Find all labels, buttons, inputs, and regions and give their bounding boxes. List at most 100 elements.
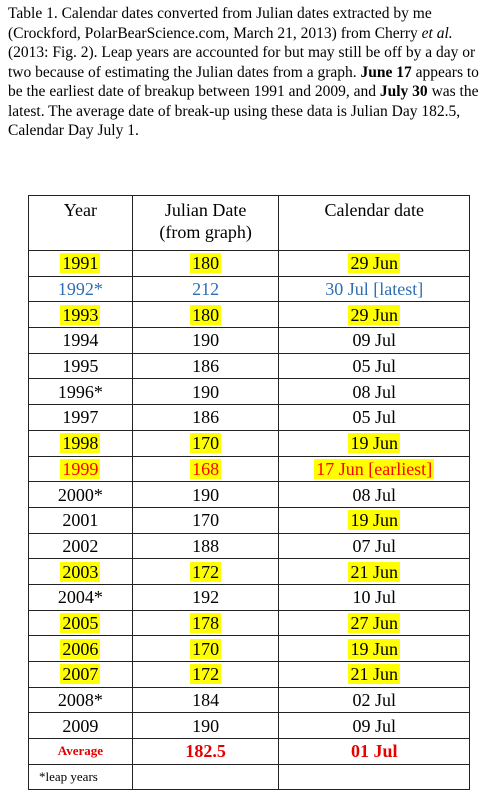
header-calendar: Calendar date (278, 195, 470, 251)
header-row: Year Julian Date (from graph) Calendar da… (28, 195, 470, 251)
calendar-cell: 09 Jul (278, 327, 470, 354)
calendar-cell-text: 05 Jul (352, 356, 396, 377)
calendar-cell-text: 19 Jun (348, 433, 400, 454)
year-cell-text: 2006 (60, 638, 101, 659)
calendar-cell-text: 27 Jun (348, 612, 400, 633)
year-cell: 2003 (28, 558, 133, 585)
julian-cell-text: 190 (192, 715, 220, 736)
julian-cell-text: 186 (192, 407, 220, 428)
year-cell: 2000* (28, 481, 133, 508)
julian-cell: 186 (131, 404, 280, 431)
year-cell-text: 2002 (62, 535, 99, 556)
calendar-cell: 19 Jun (278, 429, 470, 457)
table-row: 2009 190 09 Jul (28, 712, 470, 740)
calendar-cell-text: 08 Jul (352, 484, 396, 505)
footnote: *leap years (28, 763, 133, 791)
julian-cell: 186 (131, 352, 280, 380)
calendar-cell-text: 09 Jul (352, 715, 396, 736)
year-cell: 1995 (28, 352, 133, 380)
table-row: 2002 188 07 Jul (28, 532, 470, 560)
julian-cell: 168 (131, 455, 280, 483)
calendar-cell-text: 21 Jun (348, 561, 400, 582)
calendar-cell: 02 Jul (278, 686, 470, 714)
year-cell: 2009 (28, 712, 133, 740)
year-cell: 2001 (28, 506, 133, 534)
year-cell-text: 1995 (62, 356, 99, 377)
year-cell: 2006 (28, 635, 133, 662)
year-cell-text: 2004* (57, 587, 103, 608)
table-row: 1996* 190 08 Jul (28, 378, 470, 406)
footnote-empty-1 (131, 763, 280, 791)
calendar-cell-text: 29 Jun (348, 304, 400, 325)
julian-cell: 180 (131, 250, 280, 277)
calendar-cell-text: 17 Jun [earliest] (314, 458, 435, 479)
calendar-cell: 10 Jul (278, 583, 470, 611)
year-cell-text: 1992* (57, 279, 103, 300)
julian-cell-text: 184 (192, 690, 220, 711)
calendar-cell: 29 Jun (278, 301, 470, 329)
average-row: Average 182.5 01 Jul (28, 738, 470, 765)
calendar-cell: 05 Jul (278, 404, 470, 431)
year-cell-text: 1997 (62, 407, 99, 428)
julian-cell: 190 (131, 327, 280, 354)
julian-cell-text: 168 (190, 458, 222, 479)
calendar-cell-text: 21 Jun (348, 664, 400, 685)
calendar-cell: 19 Jun (278, 506, 470, 534)
julian-cell-text: 190 (192, 484, 220, 505)
table-row: 2004* 192 10 Jul (28, 583, 470, 611)
julian-cell: 190 (131, 378, 280, 406)
calendar-cell: 09 Jul (278, 712, 470, 740)
calendar-cell: 05 Jul (278, 352, 470, 380)
table-row: 1992* 212 30 Jul [latest] (28, 275, 470, 303)
year-cell-text: 2009 (62, 715, 99, 736)
calendar-cell: 27 Jun (278, 609, 470, 637)
header-year: Year (28, 195, 133, 251)
julian-cell-text: 170 (190, 433, 222, 454)
calendar-cell-text: 09 Jul (352, 330, 396, 351)
calendar-cell: 29 Jun (278, 250, 470, 277)
year-cell-text: 1996* (57, 381, 103, 402)
footnote-empty-2 (278, 763, 470, 791)
julian-cell: 190 (131, 712, 280, 740)
average-label: Average (28, 738, 133, 765)
year-cell: 1999 (28, 455, 133, 483)
year-cell-text: 2005 (60, 612, 101, 633)
table-row: 1998 170 19 Jun (28, 429, 470, 457)
julian-cell-text: 180 (190, 304, 222, 325)
table-row: 1997 186 05 Jul (28, 404, 470, 431)
julian-cell-text: 212 (192, 279, 220, 300)
calendar-cell-text: 05 Jul (352, 407, 396, 428)
year-cell: 1996* (28, 378, 133, 406)
calendar-cell: 21 Jun (278, 661, 470, 688)
table-row: 1999 168 17 Jun [earliest] (28, 455, 470, 483)
julian-cell-text: 170 (192, 510, 220, 531)
julian-cell-text: 178 (190, 612, 222, 633)
header-julian-text: Julian Date (from graph) (159, 200, 252, 242)
table-row: 1993 180 29 Jun (28, 301, 470, 329)
year-cell-text: 2008* (57, 690, 103, 711)
julian-cell: 184 (131, 686, 280, 714)
calendar-cell-text: 10 Jul (352, 587, 396, 608)
year-cell: 1994 (28, 327, 133, 354)
year-cell: 1992* (28, 275, 133, 303)
calendar-cell: 30 Jul [latest] (278, 275, 470, 303)
calendar-cell: 08 Jul (278, 481, 470, 508)
year-cell-text: 1994 (62, 330, 99, 351)
year-cell: 1991 (28, 250, 133, 277)
calendar-cell-text: 08 Jul (352, 381, 396, 402)
year-cell-text: 1999 (60, 458, 101, 479)
calendar-cell: 08 Jul (278, 378, 470, 406)
julian-cell: 178 (131, 609, 280, 637)
year-cell: 1993 (28, 301, 133, 329)
julian-cell-text: 180 (190, 253, 222, 274)
julian-cell: 190 (131, 481, 280, 508)
julian-cell: 212 (131, 275, 280, 303)
calendar-cell-text: 29 Jun (348, 253, 400, 274)
average-calendar: 01 Jul (278, 738, 470, 765)
table-row: 1994 190 09 Jul (28, 327, 470, 354)
julian-cell: 172 (131, 661, 280, 688)
julian-cell: 180 (131, 301, 280, 329)
calendar-cell: 19 Jun (278, 635, 470, 662)
table-row: 2001 170 19 Jun (28, 506, 470, 534)
year-cell: 1998 (28, 429, 133, 457)
